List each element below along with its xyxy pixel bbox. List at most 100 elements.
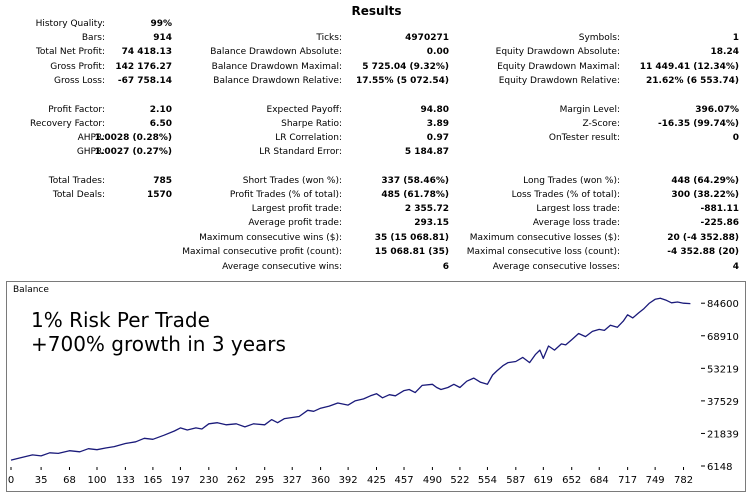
x-tick-label: 0 [8, 475, 14, 486]
result-value: 485 (61.78%) [381, 190, 449, 200]
result-value: 448 (64.29%) [671, 176, 739, 186]
result-row: Gross Profit: 142 176.27 Balance Drawdown … [0, 60, 753, 74]
y-tick-label: 84600 [707, 299, 739, 310]
result-row: GHPR: 1.0027 (0.27%) LR Standard Error: 5 1… [0, 145, 753, 159]
x-tick-label: 327 [283, 475, 302, 486]
balance-line [10, 297, 691, 461]
x-tick-label: 717 [618, 475, 637, 486]
result-label: Largest loss trade: [536, 204, 620, 214]
x-tick-label: 197 [171, 475, 190, 486]
result-value: 0.97 [426, 133, 449, 143]
result-value: -4 352.88 (20) [667, 247, 739, 257]
result-row: Largest profit trade: 2 355.72 Largest los… [0, 202, 753, 216]
result-value: 18.24 [710, 47, 739, 57]
chart-title: Balance [13, 285, 49, 295]
y-tick-label: 6148 [707, 462, 732, 473]
result-value: 1.0027 (0.27%) [94, 147, 172, 157]
result-value: 142 176.27 [115, 62, 172, 72]
result-row: Total Deals: 1570 Profit Trades (% of tota… [0, 188, 753, 202]
result-row: Total Trades: 785 Short Trades (won %): 337… [0, 174, 753, 188]
result-label: Balance Drawdown Absolute: [210, 47, 342, 57]
result-label: Balance Drawdown Relative: [213, 76, 342, 86]
results-report: Results History Quality: 99% Bars: 914 Ticks… [0, 4, 753, 274]
result-value: 15 068.81 (35) [374, 247, 449, 257]
result-value: 2.10 [149, 105, 172, 115]
result-value: 3.89 [426, 119, 449, 129]
result-label: Symbols: [578, 33, 620, 43]
x-tick-label: 295 [255, 475, 274, 486]
result-value: 293.15 [414, 218, 449, 228]
result-label: Gross Loss: [54, 76, 105, 86]
x-tick-label: 749 [646, 475, 665, 486]
y-tick-label: 21839 [707, 429, 739, 440]
result-label: Largest profit trade: [251, 204, 342, 214]
result-value: 1 [732, 33, 739, 43]
x-tick-label: 262 [227, 475, 246, 486]
result-row: Bars: 914 Ticks: 4970271 Symbols: 1 [0, 31, 753, 45]
result-value: 6.50 [149, 119, 172, 129]
result-label: Short Trades (won %): [242, 176, 342, 186]
result-value: 11 449.41 (12.34%) [639, 62, 739, 72]
result-value: -225.86 [700, 218, 739, 228]
x-tick-label: 782 [674, 475, 693, 486]
result-label: LR Standard Error: [259, 147, 342, 157]
result-label: Margin Level: [559, 105, 620, 115]
x-tick-label: 587 [506, 475, 525, 486]
result-row: History Quality: 99% [0, 17, 753, 31]
x-tick-label: 165 [143, 475, 162, 486]
x-tick-label: 554 [478, 475, 497, 486]
x-tick-label: 619 [534, 475, 553, 486]
result-value: 1.0028 (0.28%) [94, 133, 172, 143]
result-label: Average consecutive wins: [222, 262, 342, 272]
result-row [0, 159, 753, 173]
result-value: 17.55% (5 072.54) [356, 76, 449, 86]
result-value: 0 [732, 133, 739, 143]
result-value: 94.80 [420, 105, 449, 115]
result-label: AHPR: [77, 133, 105, 143]
result-label: Maximum consecutive losses ($): [469, 233, 620, 243]
y-tick-label: 37529 [707, 397, 739, 408]
result-row: Average consecutive wins: 6 Average consec… [0, 260, 753, 274]
result-label: Ticks: [316, 33, 342, 43]
x-tick-label: 100 [87, 475, 106, 486]
chart-annotation-risk: 1% Risk Per Trade [31, 308, 210, 332]
result-value: 5 725.04 (9.32%) [362, 62, 449, 72]
result-value: 5 184.87 [404, 147, 449, 157]
result-label: Expected Payoff: [266, 105, 342, 115]
result-label: Gross Profit: [50, 62, 105, 72]
result-label: Total Net Profit: [35, 47, 105, 57]
result-value: 35 (15 068.81) [374, 233, 449, 243]
result-value: 0.00 [426, 47, 449, 57]
balance-chart: 6148 21839 37529 53219 68910 84600 0 35 68 100 133… [6, 281, 746, 492]
result-label: Maximal consecutive profit (count): [182, 247, 342, 257]
x-tick-label: 457 [394, 475, 413, 486]
result-label: Bars: [81, 33, 105, 43]
result-label: Profit Trades (% of total): [229, 190, 342, 200]
result-row: Profit Factor: 2.10 Expected Payoff: 94.80 M… [0, 103, 753, 117]
result-row: Average profit trade: 293.15 Average loss … [0, 216, 753, 230]
result-label: Sharpe Ratio: [281, 119, 342, 129]
result-row: AHPR: 1.0028 (0.28%) LR Correlation: 0.97 On… [0, 131, 753, 145]
result-value: 914 [153, 33, 172, 43]
balance-chart-svg: 6148 21839 37529 53219 68910 84600 0 35 68 100 133… [8, 297, 739, 486]
results-title: Results [351, 4, 402, 18]
x-tick-label: 230 [199, 475, 218, 486]
x-tick-label: 68 [63, 475, 76, 486]
result-row: Total Net Profit: 74 418.13 Balance Drawdo… [0, 45, 753, 59]
result-label: GHPR: [76, 147, 105, 157]
result-value: 1570 [146, 190, 172, 200]
result-value: -881.11 [700, 204, 739, 214]
x-tick-label: 360 [311, 475, 330, 486]
result-label: Average loss trade: [532, 218, 620, 228]
y-tick-label: 68910 [707, 332, 739, 343]
result-value: -16.35 (99.74%) [657, 119, 739, 129]
result-label: Total Deals: [52, 190, 105, 200]
result-label: Recovery Factor: [29, 119, 105, 129]
x-tick-label: 35 [35, 475, 48, 486]
result-value: 4970271 [405, 33, 449, 43]
result-label: Equity Drawdown Maximal: [497, 62, 620, 72]
result-label: LR Correlation: [275, 133, 342, 143]
result-value: -67 758.14 [117, 76, 172, 86]
x-tick-label: 490 [423, 475, 442, 486]
result-value: 300 (38.22%) [671, 190, 739, 200]
